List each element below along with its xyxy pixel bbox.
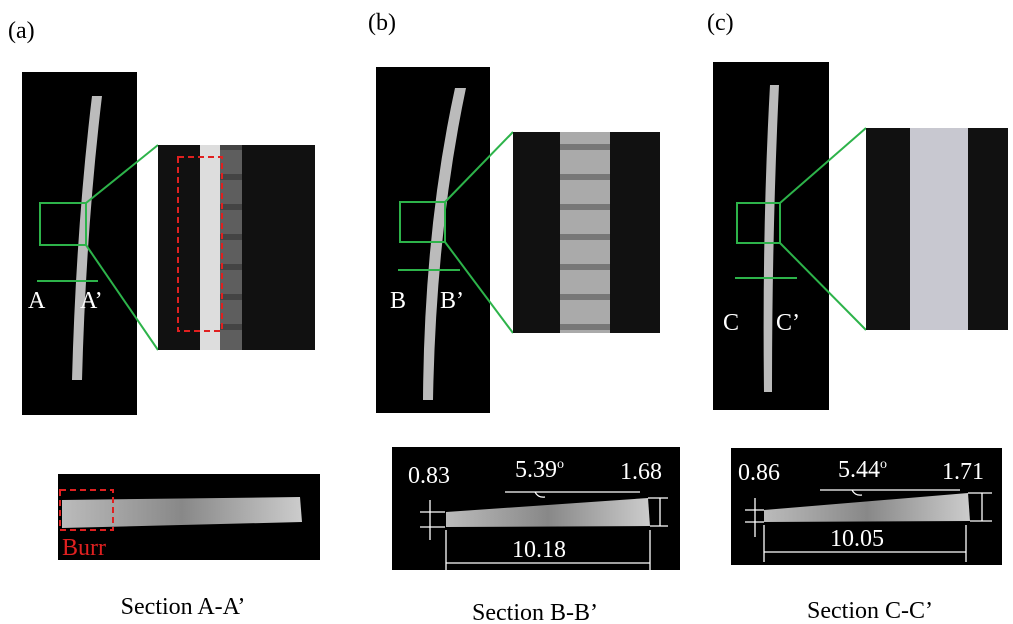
dimension-label: 10.05 bbox=[830, 526, 884, 552]
section-title: Section B-B’ bbox=[472, 600, 598, 624]
panel-a: (a) A A’ Burr Section A-A’ bbox=[8, 18, 320, 620]
section-title: Section A-A’ bbox=[121, 594, 246, 620]
figure: (a) A A’ Burr Section A-A’ (b) B B’ bbox=[0, 0, 1013, 624]
zoom-strip bbox=[910, 128, 968, 330]
angle-value: 5.44 bbox=[838, 457, 880, 483]
section-mark: C’ bbox=[776, 310, 800, 336]
angle-value: 5.39 bbox=[515, 457, 557, 483]
panel-label: (b) bbox=[368, 10, 396, 36]
dimension-label: 1.71 bbox=[942, 459, 984, 485]
dimension-label: 10.18 bbox=[512, 537, 566, 563]
panel-label: (a) bbox=[8, 18, 35, 44]
dimension-label: 5.39o bbox=[515, 457, 564, 483]
section-title: Section C-C’ bbox=[807, 598, 933, 624]
dimension-label: 1.68 bbox=[620, 459, 662, 485]
section-mark: B’ bbox=[440, 288, 464, 314]
angle-unit: o bbox=[880, 457, 887, 472]
dimension-label: 0.86 bbox=[738, 460, 780, 486]
zoom-strip bbox=[220, 145, 242, 350]
panel-label: (c) bbox=[707, 10, 734, 36]
panel-b: (b) B B’ 0.83 5.39o 1.68 10.18 Section B… bbox=[368, 10, 680, 624]
zoom-strip bbox=[200, 145, 220, 350]
section-mark: B bbox=[390, 288, 406, 314]
panel-c: (c) C C’ 0.86 5.44o 1.71 10.05 Section C… bbox=[707, 10, 1008, 624]
section-mark: A’ bbox=[80, 288, 103, 314]
section-mark: A bbox=[28, 288, 46, 314]
angle-unit: o bbox=[557, 457, 564, 472]
section-mark: C bbox=[723, 310, 739, 336]
zoom-strip bbox=[560, 132, 610, 333]
dimension-label: 5.44o bbox=[838, 457, 887, 483]
defect-label: Burr bbox=[62, 535, 106, 561]
dimension-label: 0.83 bbox=[408, 463, 450, 489]
